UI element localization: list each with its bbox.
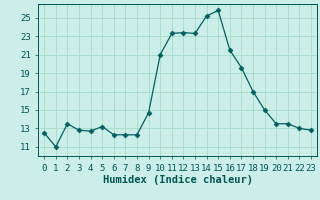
X-axis label: Humidex (Indice chaleur): Humidex (Indice chaleur) [103, 175, 252, 185]
